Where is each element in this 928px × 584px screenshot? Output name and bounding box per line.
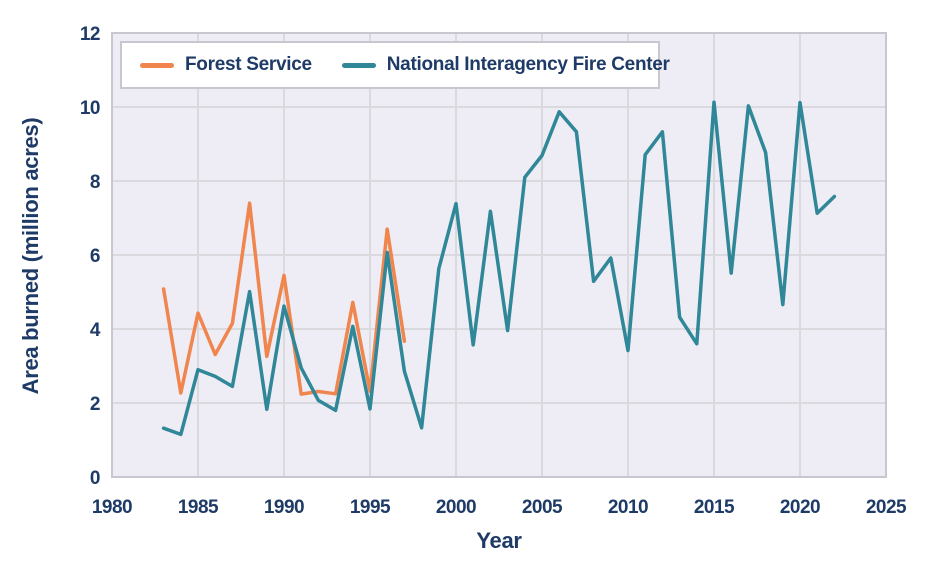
nifc-line — [161, 100, 837, 437]
plot-border — [111, 32, 887, 478]
legend-label-forest-service: Forest Service — [185, 54, 312, 75]
x-tick-label: 2015 — [694, 497, 735, 518]
y-tick-label: 4 — [90, 320, 101, 341]
x-tick-label: 2025 — [866, 497, 907, 518]
x-axis-title: Year — [476, 528, 522, 553]
nifc-line-swatch — [341, 62, 376, 68]
x-tick-label: 2005 — [522, 497, 563, 518]
x-tick-label: 1980 — [92, 497, 132, 518]
legend-item-nifc: National Interagency Fire Center — [341, 54, 670, 76]
x-tick-label: 1985 — [178, 497, 219, 518]
x-tick-label: 1995 — [350, 497, 391, 518]
legend-item-forest-service: Forest Service — [140, 54, 312, 76]
y-tick-label: 12 — [80, 24, 100, 45]
y-tick-label: 0 — [90, 468, 100, 489]
y-tick-label: 8 — [90, 172, 100, 193]
legend: Forest Service National Interagency Fire… — [120, 41, 670, 89]
x-tick-label: 2000 — [436, 497, 476, 518]
legend-label-nifc: National Interagency Fire Center — [386, 54, 670, 75]
x-tick-label: 1990 — [264, 497, 304, 518]
x-tick-label: 2010 — [608, 497, 648, 518]
y-tick-label: 2 — [90, 394, 100, 415]
y-tick-label: 6 — [90, 246, 100, 267]
forest-service-line-swatch — [140, 62, 174, 68]
y-tick-label: 10 — [80, 98, 100, 119]
y-axis-title: Area burned (million acres) — [18, 117, 43, 395]
x-tick-label: 2020 — [780, 497, 820, 518]
forest-service-line — [161, 201, 407, 396]
